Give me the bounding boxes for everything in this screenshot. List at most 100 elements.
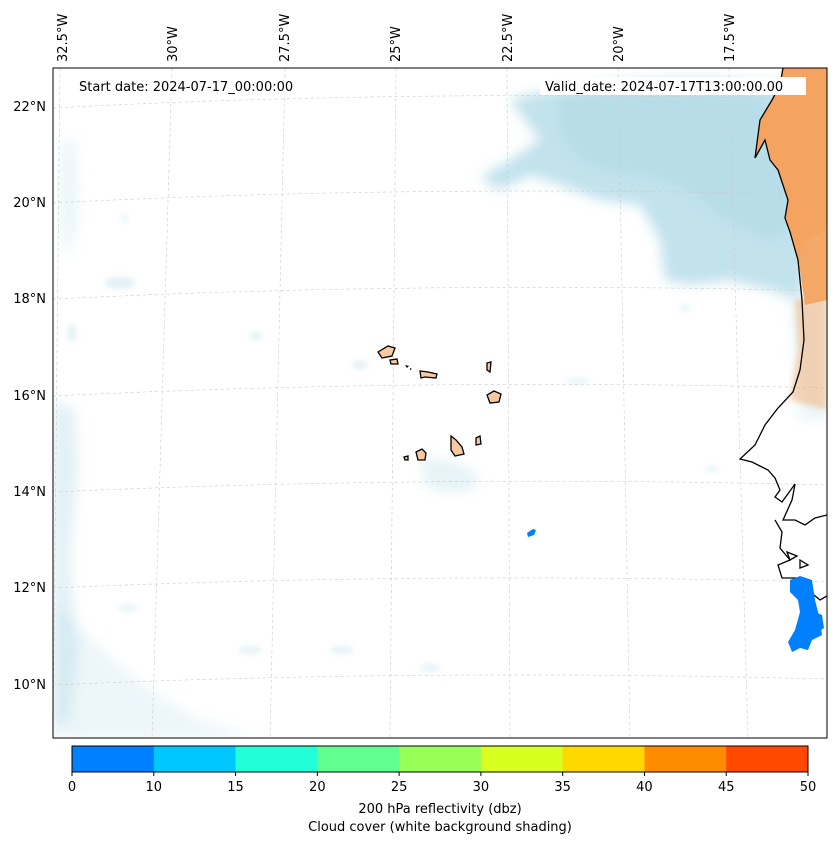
colorbar-tick-label: 35 xyxy=(554,780,571,795)
island-sao-nicolau xyxy=(419,370,438,379)
colorbar-segment xyxy=(480,746,564,772)
gridline-lat-16 xyxy=(53,383,827,397)
cloud-cover-near-islands xyxy=(420,458,480,492)
colorbar-label-reflectivity: 200 hPa reflectivity (dbz) xyxy=(358,802,521,817)
colorbar-tick-label: 10 xyxy=(146,780,163,795)
lon-label-22-5w: 22.5°W xyxy=(501,14,516,62)
coastline-africa xyxy=(738,68,827,526)
island-brava xyxy=(403,455,409,461)
lat-label-16n: 16°N xyxy=(13,389,46,404)
cloud-speck xyxy=(330,646,354,654)
cloud-speck xyxy=(420,664,440,672)
colorbar-tick-label: 40 xyxy=(636,780,653,795)
gridline-lon-17-5 xyxy=(728,68,749,738)
land-reflectivity-mauritania-south xyxy=(790,230,827,305)
lon-label-32-5w: 32.5°W xyxy=(56,14,71,62)
gridline-lat-18 xyxy=(53,286,827,300)
reflectivity-echo-guinea-east xyxy=(815,612,824,632)
colorbar-tick-label: 30 xyxy=(473,780,490,795)
lat-label-10n: 10°N xyxy=(13,678,46,693)
island-small-dot xyxy=(405,365,409,368)
gridline-lat-20 xyxy=(53,190,827,204)
island-small-dot-2 xyxy=(410,368,412,370)
island-sal xyxy=(486,361,492,374)
colorbar-label-cloud-cover: Cloud cover (white background shading) xyxy=(308,820,572,835)
colorbar-segment xyxy=(644,746,727,772)
cloud-cover-southwest xyxy=(53,600,260,738)
colorbar-segment xyxy=(235,746,318,772)
island-santo-antao xyxy=(377,345,396,359)
coastline-islands-bijagos xyxy=(785,550,810,569)
valid-date-label: Valid_date: 2024-07-17T13:00:00.00 xyxy=(545,80,783,95)
colorbar-segments xyxy=(72,746,809,772)
gridline-lat-10 xyxy=(53,674,827,686)
start-date-box xyxy=(73,77,313,95)
longitude-labels: 32.5°W 30°W 27.5°W 25°W 22.5°W 20°W 17.5… xyxy=(56,14,738,62)
lat-label-20n: 20°N xyxy=(13,196,46,211)
start-date-label: Start date: 2024-07-17_00:00:00 xyxy=(79,80,293,95)
cloud-cover-northeast-core xyxy=(560,93,790,240)
colorbar-ticks: 0 10 15 20 25 30 35 40 45 50 xyxy=(68,772,816,795)
cloud-cover-northwest-strip xyxy=(60,140,78,260)
lon-label-25w: 25°W xyxy=(389,26,404,62)
cloud-speck xyxy=(352,360,368,370)
lat-label-14n: 14°N xyxy=(13,485,46,500)
cloud-speck xyxy=(565,378,589,384)
colorbar-segment xyxy=(726,746,809,772)
gridline-lon-22-5 xyxy=(506,68,511,738)
colorbar-segment xyxy=(317,746,400,772)
gridline-lon-25 xyxy=(389,68,397,738)
lon-label-30w: 30°W xyxy=(166,26,181,62)
cape-verde-islands xyxy=(377,345,502,461)
island-santiago xyxy=(450,434,465,457)
map-content xyxy=(53,68,827,738)
colorbar-segment xyxy=(562,746,645,772)
gridline-lon-20 xyxy=(617,68,631,738)
colorbar-frame xyxy=(71,745,809,773)
gridline-lon-32-5 xyxy=(53,68,61,738)
reflectivity-echo-ocean xyxy=(527,529,536,537)
cloud-speck xyxy=(104,277,136,289)
colorbar-segment xyxy=(72,746,155,772)
graticule xyxy=(53,68,827,738)
land-reflectivity-senegal-fade xyxy=(790,295,827,410)
lon-label-20w: 20°W xyxy=(612,26,627,62)
lon-label-17-5w: 17.5°W xyxy=(723,14,738,62)
gridline-lon-27-5 xyxy=(269,68,286,738)
colorbar-tick-label: 45 xyxy=(718,780,735,795)
island-sao-vicente xyxy=(389,358,399,365)
cloud-speck xyxy=(679,305,691,311)
colorbar: 0 10 15 20 25 30 35 40 45 50 200 hPa reflectivity… xyxy=(68,745,816,835)
gridline-lat-14 xyxy=(53,480,827,493)
cloud-speck xyxy=(706,466,718,472)
island-fogo xyxy=(415,448,427,461)
island-boa-vista xyxy=(486,390,502,404)
cloud-specks xyxy=(67,213,718,672)
land-reflectivity-mauritania xyxy=(755,68,827,260)
colorbar-tick-label: 25 xyxy=(391,780,408,795)
gridline-lat-22 xyxy=(53,95,827,109)
cloud-speck xyxy=(249,332,263,340)
cloud-speck xyxy=(67,324,77,342)
latitude-labels: 22°N 20°N 18°N 16°N 14°N 12°N 10°N xyxy=(13,100,46,693)
map-frame xyxy=(52,67,828,739)
colorbar-tick-label: 20 xyxy=(309,780,326,795)
island-maio xyxy=(475,435,482,446)
colorbar-tick-label: 15 xyxy=(227,780,244,795)
gridline-lon-30 xyxy=(151,68,173,738)
cloud-speck xyxy=(122,213,128,223)
lat-label-18n: 18°N xyxy=(13,292,46,307)
colorbar-segment xyxy=(153,746,237,772)
lon-label-27-5w: 27.5°W xyxy=(278,14,293,62)
cloud-speck xyxy=(118,604,138,612)
lat-label-12n: 12°N xyxy=(13,581,46,596)
colorbar-tick-label: 0 xyxy=(68,780,76,795)
reflectivity-echo-guinea xyxy=(788,576,822,652)
lat-label-22n: 22°N xyxy=(13,100,46,115)
gridline-lat-12 xyxy=(53,577,827,589)
colorbar-segment xyxy=(399,746,482,772)
cloud-speck xyxy=(238,646,262,654)
valid-date-box xyxy=(540,77,806,95)
colorbar-tick-label: 50 xyxy=(800,780,817,795)
